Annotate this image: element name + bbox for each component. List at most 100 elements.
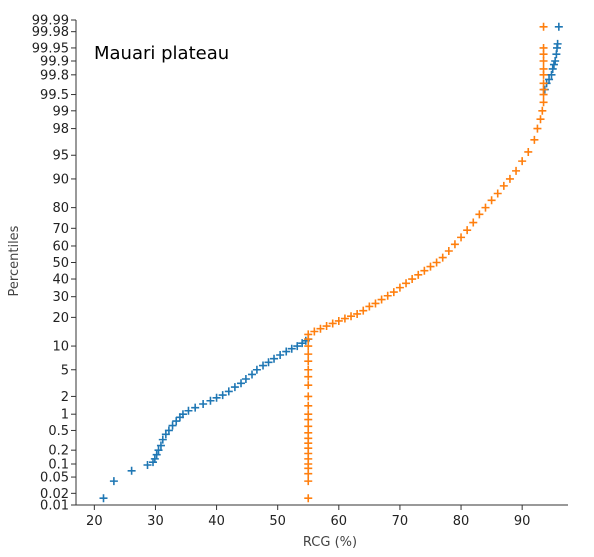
data-point: [293, 342, 302, 351]
data-point: [276, 351, 285, 360]
y-tick-label: 99.9: [40, 55, 69, 70]
data-point: [224, 387, 233, 396]
data-point: [230, 383, 239, 392]
y-tick-label: 70: [52, 222, 69, 237]
y-axis-title: Percentiles: [7, 225, 22, 296]
x-tick-label: 30: [147, 514, 164, 529]
data-point: [109, 477, 118, 486]
data-point: [304, 381, 313, 390]
data-point: [99, 494, 108, 503]
x-tick-label: 20: [86, 514, 103, 529]
data-point: [481, 203, 490, 212]
data-point: [518, 157, 527, 166]
data-point: [304, 401, 313, 410]
y-tick-label: 5: [61, 363, 69, 378]
y-tick-label: 20: [52, 311, 69, 326]
y-tick-label: 10: [52, 340, 69, 355]
y-tick-label: 50: [52, 256, 69, 271]
data-point: [328, 319, 337, 328]
y-tick-label: 0.1: [48, 457, 69, 472]
data-point: [554, 22, 563, 31]
y-tick-label: 0.5: [48, 424, 69, 439]
y-tick-label: 40: [52, 273, 69, 288]
data-point: [282, 347, 291, 356]
data-point: [402, 279, 411, 288]
data-point: [365, 302, 374, 311]
data-point: [264, 358, 273, 367]
data-point: [536, 115, 545, 124]
data-point: [206, 396, 215, 405]
data-point: [539, 98, 548, 107]
data-point: [539, 43, 548, 52]
data-point: [199, 400, 208, 409]
data-point: [512, 166, 521, 175]
data-point: [377, 295, 386, 304]
data-point: [248, 370, 257, 379]
x-tick-label: 70: [392, 514, 409, 529]
y-tick-label: 99.5: [40, 88, 69, 103]
data-point: [395, 283, 404, 292]
data-point: [463, 226, 472, 235]
x-tick-label: 80: [453, 514, 470, 529]
data-point: [548, 64, 557, 73]
data-point: [143, 460, 152, 469]
data-point: [237, 379, 246, 388]
data-point: [539, 64, 548, 73]
data-point: [154, 446, 163, 455]
data-points: [99, 22, 563, 503]
data-point: [383, 291, 392, 300]
y-tick-label: 99: [52, 104, 69, 119]
data-point: [340, 314, 349, 323]
data-point: [252, 365, 261, 374]
data-point: [353, 309, 362, 318]
data-point: [547, 70, 556, 79]
y-tick-label: 99.8: [40, 68, 69, 83]
data-point: [426, 262, 435, 271]
data-point: [389, 288, 398, 297]
data-point: [316, 324, 325, 333]
data-point: [469, 218, 478, 227]
data-point: [450, 240, 459, 249]
data-point: [158, 435, 167, 444]
data-point: [172, 417, 181, 426]
data-point: [310, 327, 319, 336]
data-point: [414, 270, 423, 279]
data-point: [438, 253, 447, 262]
data-point: [259, 361, 268, 370]
data-point: [538, 106, 547, 115]
data-point: [530, 135, 539, 144]
x-tick-label: 90: [514, 514, 531, 529]
data-point: [304, 365, 313, 374]
data-point: [304, 342, 313, 351]
data-point: [304, 494, 313, 503]
data-point: [499, 181, 508, 190]
data-point: [304, 357, 313, 366]
chart-title: Mauari plateau: [94, 43, 229, 64]
data-point: [545, 75, 554, 84]
data-point: [493, 189, 502, 198]
data-point: [334, 316, 343, 325]
data-point: [164, 426, 173, 435]
y-tick-label: 80: [52, 201, 69, 216]
x-tick-label: 60: [331, 514, 348, 529]
data-point: [178, 410, 187, 419]
x-tick-label: 40: [208, 514, 225, 529]
data-point: [304, 392, 313, 401]
data-point: [168, 421, 177, 430]
data-point: [549, 60, 558, 69]
y-tick-label: 0.05: [40, 471, 69, 486]
data-point: [212, 393, 221, 402]
data-point: [156, 441, 165, 450]
axes: 20 30 40 50 60 70 80 90 0.010.020.050.10.2 0.51 2 5…: [32, 14, 568, 529]
y-tick-label: 1: [61, 408, 69, 423]
y-tick-label: 0.02: [40, 487, 69, 502]
data-point: [524, 147, 533, 156]
data-point: [539, 57, 548, 66]
data-point: [304, 350, 313, 359]
data-point: [553, 39, 562, 48]
data-point: [539, 79, 548, 88]
data-point: [304, 477, 313, 486]
data-point: [420, 266, 429, 275]
data-point: [475, 210, 484, 219]
